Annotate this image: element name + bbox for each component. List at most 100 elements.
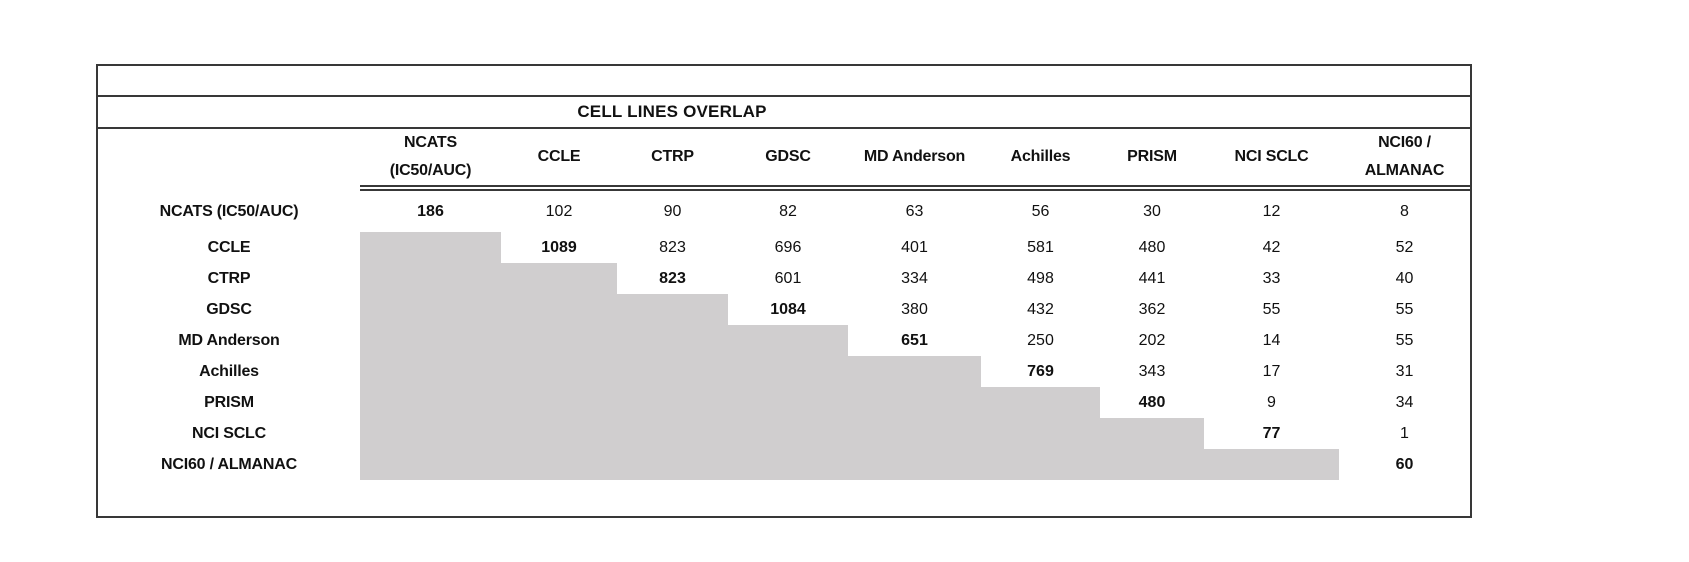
shaded-cell <box>501 449 617 480</box>
shaded-cell <box>728 449 848 480</box>
overlap-value-cell: 380 <box>901 300 928 318</box>
shaded-cell <box>981 418 1100 449</box>
overlap-value-cell: 34 <box>1395 393 1414 411</box>
column-header: GDSC <box>765 148 811 165</box>
shaded-cell <box>1100 418 1204 449</box>
shaded-cell <box>1204 449 1339 480</box>
shaded-cell <box>728 418 848 449</box>
overlap-value-cell: 55 <box>1262 300 1281 318</box>
overlap-value-cell: 601 <box>774 269 802 287</box>
shaded-cell <box>501 418 617 449</box>
shaded-cell <box>981 449 1100 480</box>
header-spacer <box>98 129 360 186</box>
column-header: Achilles <box>1010 148 1071 165</box>
overlap-value-cell: 55 <box>1395 331 1414 349</box>
row-label: Achilles <box>199 362 259 380</box>
overlap-value-cell: 90 <box>663 202 682 220</box>
header-double-rule <box>360 185 1470 191</box>
overlap-value-cell: 102 <box>545 202 573 220</box>
overlap-value-cell: 17 <box>1262 362 1281 380</box>
overlap-value-cell: 60 <box>1395 455 1414 473</box>
overlap-value-cell: 769 <box>1027 362 1054 380</box>
shaded-cell <box>360 263 501 294</box>
shaded-cell <box>360 356 501 387</box>
overlap-value-cell: 82 <box>779 202 797 220</box>
overlap-value-cell: 480 <box>1138 238 1166 256</box>
overlap-value-cell: 56 <box>1031 202 1050 220</box>
shaded-cell <box>728 325 848 356</box>
shaded-cell <box>360 325 501 356</box>
column-header: PRISM <box>1127 148 1177 165</box>
overlap-value-cell: 823 <box>659 238 686 256</box>
overlap-matrix: NCATS (IC50/AUC) 186 102 90 82 63 56 30 12 8 CCLE 1… <box>98 191 1470 480</box>
table-row: CTRP 823 601 334 498 441 33 40 <box>98 263 1470 294</box>
overlap-value-cell: 9 <box>1267 393 1276 411</box>
overlap-value-cell: 498 <box>1027 269 1054 287</box>
shaded-cell <box>617 418 728 449</box>
overlap-value-cell: 1084 <box>770 300 806 318</box>
overlap-value-cell: 696 <box>774 238 802 256</box>
table-row: CCLE 1089 823 696 401 581 480 42 52 <box>98 232 1470 263</box>
shaded-cell <box>617 325 728 356</box>
shaded-cell <box>848 449 981 480</box>
shaded-cell <box>728 387 848 418</box>
overlap-value-cell: 362 <box>1138 300 1166 318</box>
column-header: NCI SCLC <box>1234 148 1309 165</box>
shaded-cell <box>360 418 501 449</box>
overlap-value-cell: 651 <box>901 331 928 349</box>
overlap-value-cell: 52 <box>1395 238 1414 256</box>
row-label: NCI60 / ALMANAC <box>161 455 297 473</box>
row-label: CTRP <box>207 269 251 287</box>
overlap-value-cell: 823 <box>659 269 686 287</box>
column-header: MD Anderson <box>863 148 966 165</box>
shaded-cell <box>501 263 617 294</box>
overlap-value-cell: 480 <box>1138 393 1166 411</box>
overlap-value-cell: 441 <box>1138 269 1166 287</box>
shaded-cell <box>501 325 617 356</box>
shaded-cell <box>501 356 617 387</box>
overlap-value-cell: 31 <box>1395 362 1414 380</box>
shaded-cell <box>848 387 981 418</box>
overlap-value-cell: 63 <box>905 202 924 220</box>
overlap-value-cell: 343 <box>1138 362 1166 380</box>
overlap-value-cell: 30 <box>1143 202 1161 220</box>
overlap-value-cell: 55 <box>1395 300 1414 318</box>
column-header: CTRP <box>651 148 694 165</box>
overlap-value-cell: 8 <box>1400 202 1409 220</box>
overlap-value-cell: 14 <box>1262 331 1281 349</box>
shaded-cell <box>360 294 501 325</box>
overlap-value-cell: 33 <box>1262 269 1281 287</box>
shaded-cell <box>981 387 1100 418</box>
overlap-value-cell: 432 <box>1027 300 1054 318</box>
row-label: NCI SCLC <box>192 424 266 442</box>
row-label: MD Anderson <box>178 331 280 349</box>
table-row: MD Anderson 651 250 202 14 55 <box>98 325 1470 356</box>
shaded-cell <box>360 387 501 418</box>
table-title: CELL LINES OVERLAP <box>577 102 767 121</box>
column-header: CCLE <box>537 148 581 165</box>
overlap-value-cell: 186 <box>417 202 444 220</box>
overlap-value-cell: 12 <box>1262 202 1281 220</box>
overlap-value-cell: 40 <box>1395 269 1414 287</box>
empty-top-row <box>98 66 1470 97</box>
overlap-value-cell: 250 <box>1027 331 1054 349</box>
overlap-value-cell: 401 <box>901 238 928 256</box>
overlap-value-cell: 1089 <box>541 238 577 256</box>
shaded-cell <box>1100 449 1204 480</box>
table-row: NCATS (IC50/AUC) 186 102 90 82 63 56 30 12 8 <box>98 191 1470 232</box>
shaded-cell <box>617 449 728 480</box>
overlap-value-cell: 202 <box>1138 331 1166 349</box>
shaded-cell <box>617 356 728 387</box>
overlap-value-cell: 77 <box>1262 424 1281 442</box>
table-row: Achilles 769 343 17 31 <box>98 356 1470 387</box>
row-label: PRISM <box>204 393 254 411</box>
shaded-cell <box>501 387 617 418</box>
overlap-value-cell: 581 <box>1027 238 1054 256</box>
shaded-cell <box>617 294 728 325</box>
row-label: GDSC <box>206 300 252 318</box>
overlap-value-cell: 1 <box>1400 424 1409 442</box>
overlap-value-cell: 334 <box>901 269 928 287</box>
title-row: CELL LINES OVERLAP <box>98 97 1470 129</box>
table-row: NCI60 / ALMANAC 60 <box>98 449 1470 480</box>
table-row: GDSC 1084 380 432 362 55 55 <box>98 294 1470 325</box>
